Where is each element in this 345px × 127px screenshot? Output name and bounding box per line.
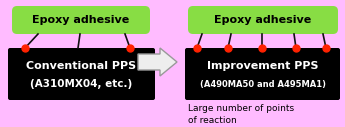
FancyBboxPatch shape — [8, 48, 155, 100]
Text: Epoxy adhesive: Epoxy adhesive — [32, 15, 130, 25]
FancyBboxPatch shape — [185, 48, 340, 100]
Text: Large number of points: Large number of points — [188, 104, 294, 113]
FancyBboxPatch shape — [188, 6, 338, 34]
FancyBboxPatch shape — [12, 6, 150, 34]
Text: Conventional PPS: Conventional PPS — [27, 61, 137, 71]
FancyBboxPatch shape — [4, 4, 341, 123]
Text: of reaction: of reaction — [188, 116, 237, 125]
Text: Epoxy adhesive: Epoxy adhesive — [214, 15, 312, 25]
Text: (A310MX04, etc.): (A310MX04, etc.) — [30, 79, 132, 89]
Text: (A490MA50 and A495MA1): (A490MA50 and A495MA1) — [199, 80, 325, 89]
Polygon shape — [138, 48, 177, 76]
Text: Improvement PPS: Improvement PPS — [207, 61, 318, 71]
